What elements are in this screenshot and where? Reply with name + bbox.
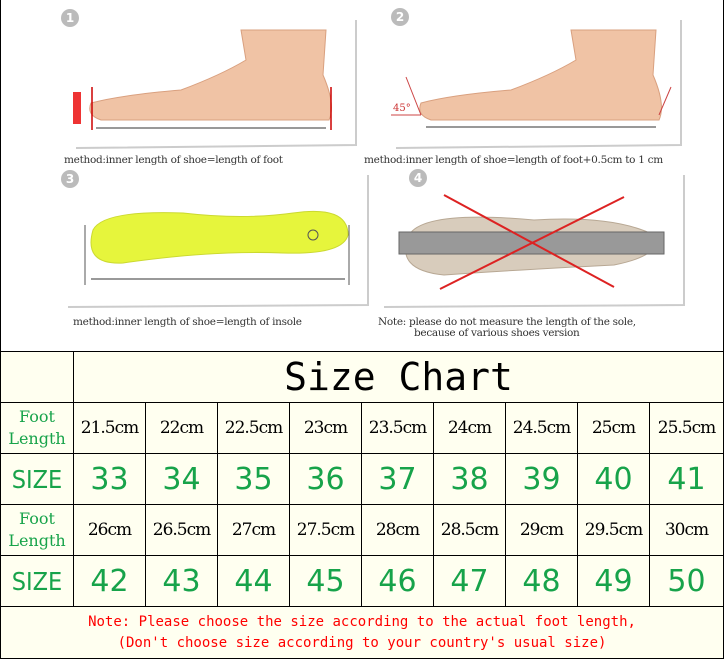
length-cell: 29.5cm — [577, 504, 650, 556]
step-number-1: 1 — [61, 9, 79, 27]
length-cell: 23.5cm — [361, 402, 434, 454]
length-cell: 26.5cm — [145, 504, 218, 556]
size-cell: 45 — [289, 555, 362, 607]
size-cell: 44 — [217, 555, 290, 607]
size-cell: 49 — [577, 555, 650, 607]
size-row-1: SIZE 33 34 35 36 37 38 39 40 41 — [0, 453, 724, 505]
size-cell: 38 — [433, 453, 506, 505]
length-cell: 23cm — [289, 402, 362, 454]
size-cell: 33 — [73, 453, 146, 505]
title-row: Size Chart — [0, 351, 724, 403]
size-header: SIZE — [0, 453, 74, 505]
size-cell: 42 — [73, 555, 146, 607]
sole-wrong-method-illustration — [384, 175, 685, 308]
foot-length-header: Foot Length — [0, 504, 74, 556]
foot-length-row-1: Foot Length 21.5cm 22cm 22.5cm 23cm 23.5c… — [0, 402, 724, 454]
length-cell: 27.5cm — [289, 504, 362, 556]
length-cell: 28.5cm — [433, 504, 506, 556]
length-cell: 21.5cm — [73, 402, 146, 454]
size-chart-table: Size Chart Foot Length 21.5cm 22cm 22.5cm… — [0, 351, 724, 659]
foot-label: Foot — [19, 509, 55, 528]
length-cell: 29cm — [505, 504, 578, 556]
cross-icon — [443, 194, 615, 288]
size-cell: 48 — [505, 555, 578, 607]
foot-length-row-2: Foot Length 26cm 26.5cm 27cm 27.5cm 28cm … — [0, 504, 724, 556]
length-cell: 25cm — [577, 402, 650, 454]
size-cell: 37 — [361, 453, 434, 505]
length-cell: 22cm — [145, 402, 218, 454]
insole-illustration — [67, 175, 369, 308]
size-cell: 46 — [361, 555, 434, 607]
length-label: Length — [8, 531, 66, 550]
length-cell: 24.5cm — [505, 402, 578, 454]
size-cell: 36 — [289, 453, 362, 505]
note-row: Note: Please choose the size according t… — [0, 606, 724, 659]
foot-length-illustration — [73, 20, 357, 149]
size-cell: 40 — [577, 453, 650, 505]
panel-4-caption: Note: please do not measure the length o… — [378, 316, 636, 328]
foot-length-header: Foot Length — [0, 402, 74, 454]
size-cell: 50 — [649, 555, 724, 607]
size-note: Note: Please choose the size according t… — [0, 606, 724, 659]
red-label-icon — [73, 92, 81, 124]
size-row-2: SIZE 42 43 44 45 46 47 48 49 50 — [0, 555, 724, 607]
foot-label: Foot — [19, 407, 55, 426]
size-cell: 41 — [649, 453, 724, 505]
table-title: Size Chart — [73, 351, 724, 403]
length-cell: 27cm — [217, 504, 290, 556]
panel-4-caption-2: because of various shoes version — [414, 327, 580, 339]
length-cell: 28cm — [361, 504, 434, 556]
note-line-2: (Don't choose size according to your cou… — [117, 634, 607, 651]
size-cell: 43 — [145, 555, 218, 607]
note-line-1: Note: Please choose the size according t… — [88, 613, 636, 630]
length-cell: 22.5cm — [217, 402, 290, 454]
size-header: SIZE — [0, 555, 74, 607]
length-cell: 24cm — [433, 402, 506, 454]
angle-label: 45° — [393, 103, 411, 114]
panel-3-caption: method:inner length of shoe=length of in… — [73, 316, 302, 328]
measurement-guide: 1 method:inner length of shoe=length of … — [0, 0, 724, 352]
step-number-3: 3 — [61, 170, 79, 188]
foot-length-plus-illustration: 45° — [391, 20, 682, 149]
size-cell: 35 — [217, 453, 290, 505]
length-cell: 30cm — [649, 504, 724, 556]
empty-corner-cell — [0, 351, 74, 403]
size-cell: 34 — [145, 453, 218, 505]
size-cell: 39 — [505, 453, 578, 505]
step-number-2: 2 — [391, 8, 409, 26]
length-cell: 25.5cm — [649, 402, 724, 454]
size-cell: 47 — [433, 555, 506, 607]
length-label: Length — [8, 429, 66, 448]
length-cell: 26cm — [73, 504, 146, 556]
panel-1-caption: method:inner length of shoe=length of fo… — [64, 154, 283, 166]
step-number-4: 4 — [409, 169, 427, 187]
panel-2-caption: method:inner length of shoe=length of fo… — [364, 154, 663, 166]
